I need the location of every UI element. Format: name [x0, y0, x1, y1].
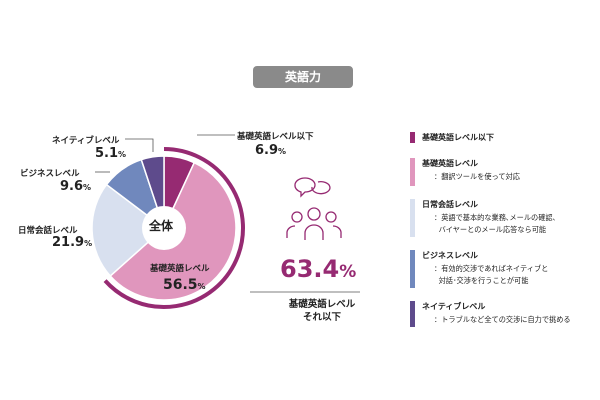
- legend-swatch: [410, 158, 415, 186]
- legend-swatch: [410, 199, 415, 237]
- legend-swatch: [410, 250, 415, 288]
- slice-label-3: ビジネスレベル: [20, 169, 80, 179]
- legend-item-1: 基礎英語レベル ：翻訳ツールを使って対応: [410, 158, 595, 188]
- legend-item-2: 日常会話レベル ：英語で基本的な業務､メールの確認､ バイヤーとのメール応答なら可…: [410, 199, 595, 239]
- slice-value-1: 56.5%: [163, 277, 206, 293]
- chart-title: 英語力: [253, 66, 353, 88]
- slice-value-3: 9.6%: [60, 179, 92, 194]
- leader-lines: [95, 134, 360, 293]
- slice-label-4: ネイティブレベル: [52, 136, 120, 146]
- people-icon: [286, 177, 342, 240]
- legend-swatch: [410, 132, 415, 143]
- legend-item-3: ビジネスレベル ：有効的交渉であればネイティブと 対話･交渉を行うことが可能: [410, 250, 595, 290]
- pie-slice-2: [91, 183, 166, 278]
- slice-value-4: 5.1%: [95, 146, 127, 161]
- legend-item-0: 基礎英語レベル以下: [410, 132, 595, 144]
- slice-label-0: 基礎英語レベル以下: [237, 132, 314, 142]
- center-label: 全体: [149, 219, 174, 233]
- slice-value-0: 6.9%: [255, 143, 287, 158]
- highlight-arc: [103, 147, 245, 309]
- legend-swatch: [410, 301, 415, 327]
- legend-item-4: ネイティブレベル ：トラブルなど全ての交渉に自力で挑める: [410, 301, 595, 329]
- highlight-label: 基礎英語レベル それ以下: [288, 299, 356, 323]
- slice-label-2: 日常会話レベル: [18, 226, 78, 236]
- highlight-value: 63.4%: [280, 255, 357, 283]
- slice-value-2: 21.9%: [52, 235, 93, 250]
- slice-label-1: 基礎英語レベル: [150, 264, 210, 274]
- pie-center-hole: [142, 206, 186, 250]
